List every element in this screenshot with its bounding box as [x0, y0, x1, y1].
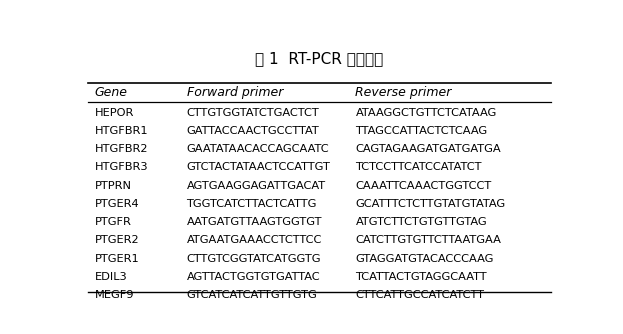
Text: CTTGTCGGTATCATGGTG: CTTGTCGGTATCATGGTG	[186, 254, 321, 264]
Text: CTTCATTGCCATCATCTT: CTTCATTGCCATCATCTT	[356, 290, 485, 300]
Text: GATTACCAACTGCCTTAT: GATTACCAACTGCCTTAT	[186, 126, 319, 136]
Text: Forward primer: Forward primer	[186, 86, 283, 99]
Text: CTTGTGGTATCTGACTCT: CTTGTGGTATCTGACTCT	[186, 108, 319, 118]
Text: GTAGGATGTACACCCAAG: GTAGGATGTACACCCAAG	[356, 254, 494, 264]
Text: Reverse primer: Reverse primer	[356, 86, 452, 99]
Text: GTCTACTATAACTCCATTGT: GTCTACTATAACTCCATTGT	[186, 162, 330, 172]
Text: PTGER4: PTGER4	[95, 199, 140, 209]
Text: HEPOR: HEPOR	[95, 108, 134, 118]
Text: HTGFBR3: HTGFBR3	[95, 162, 148, 172]
Text: GCATTTCTCTTGTATGTATAG: GCATTTCTCTTGTATGTATAG	[356, 199, 506, 209]
Text: TCATTACTGTAGGCAATT: TCATTACTGTAGGCAATT	[356, 272, 487, 282]
Text: TGGTCATCTTACTCATTG: TGGTCATCTTACTCATTG	[186, 199, 317, 209]
Text: CAAATTCAAACTGGTCCT: CAAATTCAAACTGGTCCT	[356, 181, 492, 191]
Text: ATGAATGAAACCTCTTCC: ATGAATGAAACCTCTTCC	[186, 235, 322, 245]
Text: HTGFBR1: HTGFBR1	[95, 126, 148, 136]
Text: AGTTACTGGTGTGATTAC: AGTTACTGGTGTGATTAC	[186, 272, 320, 282]
Text: ATGTCTTCTGTGTTGTAG: ATGTCTTCTGTGTTGTAG	[356, 217, 487, 227]
Text: PTPRN: PTPRN	[95, 181, 132, 191]
Text: EDIL3: EDIL3	[95, 272, 128, 282]
Text: ATAAGGCTGTTCTCATAAG: ATAAGGCTGTTCTCATAAG	[356, 108, 497, 118]
Text: HTGFBR2: HTGFBR2	[95, 144, 148, 154]
Text: GTCATCATCATTGTTGTG: GTCATCATCATTGTTGTG	[186, 290, 317, 300]
Text: CATCTTGTGTTCTTAATGAA: CATCTTGTGTTCTTAATGAA	[356, 235, 502, 245]
Text: AATGATGTTAAGTGGTGT: AATGATGTTAAGTGGTGT	[186, 217, 322, 227]
Text: Gene: Gene	[95, 86, 128, 99]
Text: CAGTAGAAGATGATGATGA: CAGTAGAAGATGATGATGA	[356, 144, 501, 154]
Text: 表 1  RT-PCR 引物序列: 表 1 RT-PCR 引物序列	[255, 52, 383, 67]
Text: AGTGAAGGAGATTGACAT: AGTGAAGGAGATTGACAT	[186, 181, 326, 191]
Text: TCTCCTTCATCCATATCT: TCTCCTTCATCCATATCT	[356, 162, 482, 172]
Text: MEGF9: MEGF9	[95, 290, 135, 300]
Text: TTAGCCATTACTCTCAAG: TTAGCCATTACTCTCAAG	[356, 126, 488, 136]
Text: PTGER2: PTGER2	[95, 235, 140, 245]
Text: PTGER1: PTGER1	[95, 254, 140, 264]
Text: GAATATAACACCAGCAATC: GAATATAACACCAGCAATC	[186, 144, 329, 154]
Text: PTGFR: PTGFR	[95, 217, 131, 227]
